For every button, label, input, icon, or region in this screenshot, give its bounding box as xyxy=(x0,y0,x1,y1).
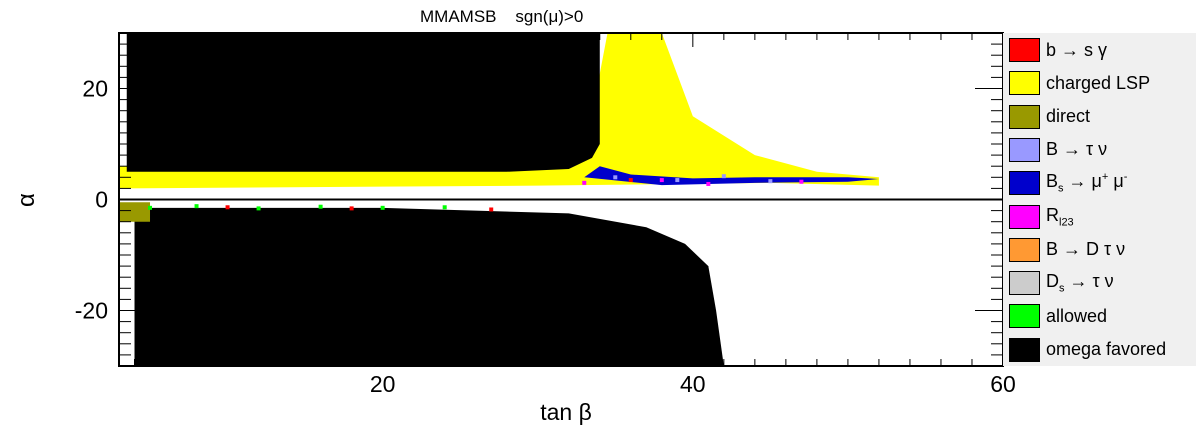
data-point xyxy=(349,206,354,211)
legend-swatch xyxy=(1009,237,1040,262)
region-2 xyxy=(134,207,724,366)
legend-label: direct xyxy=(1046,106,1091,127)
data-point xyxy=(194,204,199,209)
legend-item: Bs → μ+ μ- xyxy=(1009,168,1127,198)
legend-swatch xyxy=(1009,204,1040,229)
data-point xyxy=(225,205,230,210)
data-point xyxy=(442,205,447,210)
data-point xyxy=(148,205,153,210)
y-tick-label: 0 xyxy=(95,187,108,213)
legend-item: allowed xyxy=(1009,301,1107,331)
legend-item: b → s γ xyxy=(1009,35,1107,65)
legend-label: B → D τ ν xyxy=(1046,239,1126,260)
data-point xyxy=(256,206,261,211)
region-3 xyxy=(119,202,151,222)
plot-area xyxy=(119,33,879,366)
legend: b → s γ charged LSP direct B → τ ν Bs → μ+ μ… xyxy=(1003,33,1196,366)
data-point xyxy=(582,180,587,185)
region-1 xyxy=(119,33,600,172)
legend-label: Ds → τ ν xyxy=(1046,271,1114,295)
data-point xyxy=(768,179,773,184)
data-point xyxy=(628,178,633,183)
legend-item: Ds → τ ν xyxy=(1009,268,1114,298)
legend-label: omega favored xyxy=(1046,339,1167,360)
legend-item: B → D τ ν xyxy=(1009,235,1125,265)
data-point xyxy=(318,204,323,209)
x-tick-label: 60 xyxy=(990,371,1016,397)
legend-swatch xyxy=(1009,71,1040,96)
legend-item: omega favored xyxy=(1009,335,1166,365)
data-point xyxy=(613,175,618,180)
legend-label: B → τ ν xyxy=(1046,139,1108,160)
legend-label: Bs → μ+ μ- xyxy=(1046,171,1128,195)
data-point xyxy=(799,179,804,184)
legend-swatch xyxy=(1009,171,1040,196)
legend-swatch xyxy=(1009,337,1040,362)
data-point xyxy=(489,207,494,212)
legend-swatch xyxy=(1009,271,1040,296)
y-tick-label: 20 xyxy=(82,76,108,102)
data-point xyxy=(721,174,726,179)
legend-item: direct xyxy=(1009,102,1090,132)
legend-label: allowed xyxy=(1046,305,1108,326)
data-point xyxy=(706,181,711,186)
legend-item: charged LSP xyxy=(1009,68,1150,98)
legend-item: Rl23 xyxy=(1009,202,1074,232)
x-tick-label: 20 xyxy=(370,371,396,397)
region-4 xyxy=(584,166,879,186)
legend-swatch xyxy=(1009,137,1040,162)
legend-item: B → τ ν xyxy=(1009,135,1107,165)
legend-label: charged LSP xyxy=(1046,72,1151,93)
data-point xyxy=(659,178,664,183)
x-axis-label: tan β xyxy=(540,399,592,425)
legend-swatch xyxy=(1009,304,1040,329)
y-axis-label: α xyxy=(13,193,40,207)
legend-label: b → s γ xyxy=(1046,39,1108,60)
region-0 xyxy=(119,33,879,189)
legend-label: Rl23 xyxy=(1046,204,1074,229)
x-tick-label: 40 xyxy=(680,371,706,397)
legend-swatch xyxy=(1009,38,1040,62)
data-point xyxy=(675,178,680,183)
legend-swatch xyxy=(1009,104,1040,129)
y-tick-label: -20 xyxy=(75,298,108,324)
axis-ticks: 20 40 60 20 0 -20 xyxy=(75,32,1016,397)
chart-title: MMAMSB sgn(μ)>0 xyxy=(420,7,583,26)
data-point xyxy=(380,205,385,210)
